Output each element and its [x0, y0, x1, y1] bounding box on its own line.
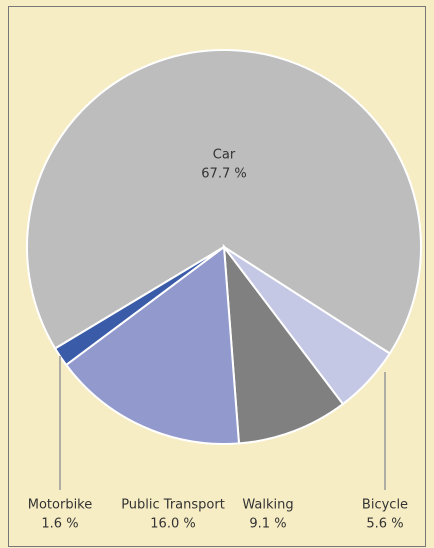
value-label: 5.6 % — [366, 517, 403, 532]
value-label: 1.6 % — [41, 517, 78, 532]
value-label: 16.0 % — [150, 517, 195, 532]
slice-label: Motorbike — [28, 498, 93, 513]
pie-slice — [222, 243, 345, 445]
value-label: 9.1 % — [249, 517, 286, 532]
value-label: 67.7 % — [201, 167, 246, 182]
slice-label: Car — [213, 148, 236, 163]
frame — [8, 6, 426, 547]
slice-label: Public Transport — [121, 498, 225, 513]
slice-label: Bicycle — [362, 498, 408, 513]
pie-slice — [64, 245, 241, 445]
slice-label: Walking — [242, 498, 293, 513]
pie-slice — [26, 49, 422, 355]
